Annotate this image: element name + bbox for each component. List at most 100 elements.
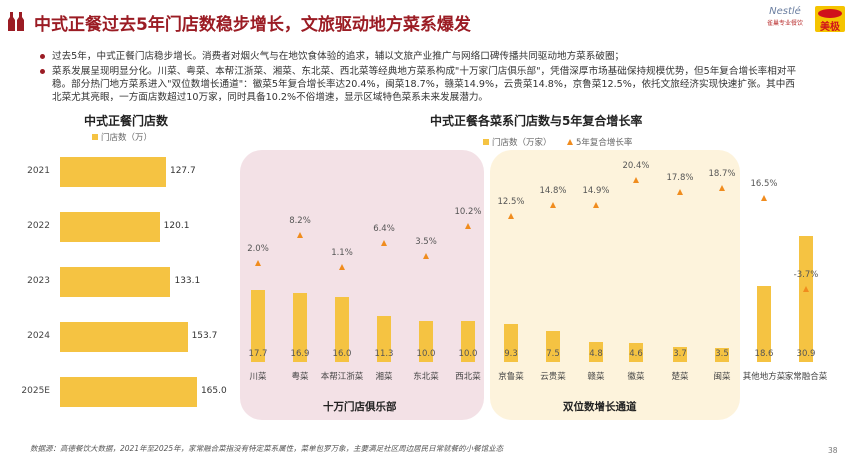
left-chart-title: 中式正餐门店数 — [84, 114, 169, 128]
category-label: 粤菜 — [291, 372, 309, 382]
bar — [504, 324, 518, 362]
category-label: 徽菜 — [627, 372, 645, 382]
right-chart-legend-growth: 5年复合增长率 — [567, 136, 632, 148]
right-chart-legend-bar: 门店数（万家） — [483, 136, 552, 148]
group-label-club: 十万门店俱乐部 — [323, 401, 397, 413]
bar-value-label: 16.0 — [332, 349, 352, 359]
category-label: 闽菜 — [713, 372, 731, 382]
growth-marker — [632, 177, 639, 184]
category-label: 本帮江浙菜 — [320, 372, 364, 382]
growth-value-label: 20.4% — [622, 161, 650, 172]
growth-marker — [718, 184, 725, 191]
right-chart-title: 中式正餐各菜系门店数与5年复合增长率 — [430, 114, 643, 128]
bar-value-label: 16.9 — [290, 349, 310, 359]
year-label: 2024 — [27, 331, 50, 341]
bar — [419, 321, 433, 362]
growth-value-label: 14.9% — [582, 185, 610, 196]
bar-value-label: 9.3 — [504, 349, 518, 359]
growth-value-label: 10.2% — [454, 207, 482, 218]
bar — [60, 157, 166, 187]
growth-marker — [802, 285, 809, 292]
growth-value-label: 14.8% — [539, 186, 567, 197]
bar-value-label: 153.7 — [191, 331, 218, 341]
maggi-logo: 美极 — [815, 6, 845, 33]
bar-value-label: 3.5 — [715, 349, 729, 359]
bar — [461, 321, 475, 362]
bar — [589, 342, 603, 362]
growth-value-label: 2.0% — [247, 244, 269, 254]
growth-value-label: 6.4% — [373, 224, 395, 235]
bar-value-label: 133.1 — [174, 276, 201, 286]
growth-marker — [338, 264, 345, 271]
growth-value-label: 12.5% — [497, 196, 525, 207]
growth-marker — [592, 201, 599, 208]
category-label: 其他地方菜 — [742, 372, 786, 382]
growth-marker — [549, 202, 556, 209]
growth-value-label: 1.1% — [331, 248, 353, 259]
left-chart-legend: 门店数（万） — [92, 131, 152, 143]
growth-value-label: 17.8% — [666, 172, 694, 183]
bar-value-label: 120.1 — [163, 221, 190, 231]
bar — [757, 286, 771, 362]
growth-marker — [380, 240, 387, 247]
bar-swatch-icon — [92, 134, 98, 140]
growth-marker — [464, 223, 471, 230]
bar — [60, 377, 197, 407]
growth-marker — [760, 194, 767, 201]
year-label: 2023 — [27, 276, 50, 286]
bar-value-label: 127.7 — [169, 166, 196, 176]
bar-value-label: 165.0 — [200, 386, 227, 396]
page-title: 中式正餐过去5年门店数稳步增长，文旅驱动地方菜系爆发 — [34, 15, 471, 35]
bar-value-label: 7.5 — [546, 349, 560, 359]
summary-bullets: 过去5年，中式正餐门店稳步增长。消费者对烟火气与在地饮食体验的追求，辅以文旅产业… — [40, 50, 800, 106]
category-label: 家常融合菜 — [784, 372, 828, 382]
bar — [799, 235, 813, 362]
bullet-item: 过去5年，中式正餐门店稳步增长。消费者对烟火气与在地饮食体验的追求，辅以文旅产业… — [40, 50, 800, 63]
bullet-item: 菜系发展呈现明显分化。川菜、粤菜、本帮江浙菜、湘菜、东北菜、西北菜等经典地方菜系… — [40, 65, 800, 104]
year-label: 2021 — [27, 166, 50, 176]
year-label: 2025E — [21, 386, 50, 396]
triangle-marker-icon — [567, 139, 573, 145]
bar — [377, 315, 391, 362]
growth-marker — [676, 188, 683, 195]
growth-marker — [507, 212, 514, 219]
category-label: 京鲁菜 — [498, 372, 524, 382]
category-label: 西北菜 — [455, 372, 481, 382]
group-panel-club — [240, 150, 484, 420]
bar — [60, 212, 160, 242]
bar-value-label: 3.7 — [673, 349, 687, 359]
bar — [60, 267, 171, 297]
bar-value-label: 30.9 — [796, 349, 816, 359]
bar-swatch-icon — [483, 139, 489, 145]
bar — [60, 322, 188, 352]
growth-marker — [254, 260, 261, 266]
nestle-logo: Nestlé 雀巢专业餐饮 — [766, 6, 803, 27]
growth-marker — [422, 253, 429, 260]
wine-bottle-icon — [8, 12, 24, 31]
bar-value-label: 10.0 — [416, 349, 436, 359]
bar — [673, 346, 687, 362]
category-label: 赣菜 — [587, 372, 605, 382]
bar — [251, 289, 265, 362]
category-label: 东北菜 — [413, 372, 439, 382]
category-label: 湘菜 — [375, 372, 393, 382]
bar-value-label: 4.6 — [629, 349, 643, 359]
bar — [629, 343, 643, 362]
group-panel-growth — [490, 150, 740, 420]
growth-value-label: 16.5% — [750, 178, 778, 189]
growth-value-label: 8.2% — [289, 216, 311, 227]
bar-value-label: 18.6 — [754, 349, 774, 359]
bar-value-label: 10.0 — [458, 349, 478, 359]
category-label: 川菜 — [249, 372, 267, 382]
group-label-growth: 双位数增长通道 — [563, 401, 637, 413]
bar — [546, 331, 560, 362]
bar — [335, 296, 349, 362]
growth-marker — [296, 232, 303, 239]
category-label: 云贵菜 — [540, 372, 566, 382]
source-note: 数据源：高德餐饮大数据，2021年至2025年，家常融合菜指没有特定菜系属性，菜… — [30, 444, 504, 453]
bar-value-label: 11.3 — [374, 349, 394, 359]
growth-value-label: 18.7% — [708, 168, 736, 179]
growth-value-label: 3.5% — [415, 237, 437, 248]
growth-value-label: -3.7% — [793, 269, 819, 280]
category-label: 楚菜 — [671, 372, 689, 382]
